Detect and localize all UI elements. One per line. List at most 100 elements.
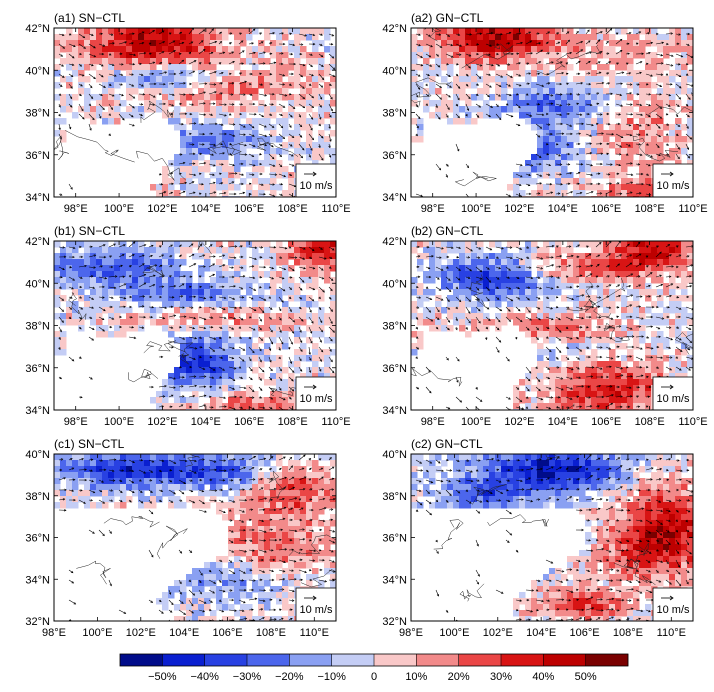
wind-arrow (58, 53, 63, 57)
wind-arrowhead (210, 296, 213, 299)
wind-arrowhead (579, 113, 583, 116)
field-cell (114, 301, 121, 308)
boundary-line (536, 44, 602, 76)
y-tick-label: 42°N (25, 23, 50, 35)
wind-arrowhead (528, 72, 531, 75)
field-cell (663, 136, 670, 143)
wind-arrow (108, 316, 114, 320)
wind-arrowhead (240, 103, 244, 106)
field-cell (276, 76, 283, 83)
wind-arrow (138, 31, 145, 35)
field-cell (174, 397, 181, 404)
field-cell (519, 178, 526, 185)
field-cell (246, 313, 253, 320)
field-cell (144, 28, 151, 35)
field-cell (198, 142, 205, 149)
wind-arrowhead (469, 33, 473, 36)
wind-arrowhead (70, 187, 73, 190)
anomaly-field (54, 241, 336, 410)
field-cell (639, 166, 646, 173)
field-cell (156, 397, 163, 404)
wind-arrowhead (539, 162, 542, 166)
field-cell (216, 301, 223, 308)
field-cell (126, 34, 133, 41)
wind-arrowhead (238, 326, 242, 329)
field-cell (471, 46, 478, 53)
field-cell (168, 118, 175, 125)
field-cell (198, 76, 205, 83)
wind-arrowhead (550, 94, 554, 97)
field-cell (330, 307, 336, 314)
field-cell (627, 58, 634, 65)
field-cell (234, 124, 241, 131)
wind-arrow (585, 173, 593, 176)
wind-arrowhead (330, 288, 333, 292)
field-cell (657, 148, 664, 155)
field-cell (156, 40, 163, 47)
wind-arrowhead (415, 104, 418, 108)
field-cell (102, 76, 109, 83)
wind-arrowhead (223, 191, 227, 195)
wind-arrowhead (129, 305, 133, 309)
wind-arrow (318, 133, 324, 139)
field-cell (579, 148, 586, 155)
field-cell (216, 379, 223, 386)
field-cell (210, 82, 217, 89)
field-cell (156, 34, 163, 41)
wind-arrowhead (550, 102, 554, 105)
field-cell (96, 271, 103, 278)
wind-arrowhead (607, 173, 611, 176)
wind-arrow (545, 192, 553, 195)
field-cell (519, 166, 526, 173)
wind-arrowhead (280, 113, 283, 116)
field-cell (132, 241, 139, 248)
wind-arrow (415, 83, 421, 90)
field-cell (483, 82, 490, 89)
boundary-line (648, 92, 693, 115)
field-cell (180, 172, 187, 179)
field-cell (300, 331, 307, 338)
wind-arrow (308, 103, 314, 108)
wind-arrowhead (318, 145, 321, 149)
field-cell (60, 313, 67, 320)
field-cell (114, 112, 121, 119)
field-cell (447, 106, 454, 113)
field-cell (204, 160, 211, 167)
field-cell (180, 277, 187, 284)
field-cell (555, 142, 562, 149)
wind-arrow (575, 113, 582, 116)
field-cell (156, 289, 163, 296)
field-cell (246, 34, 253, 41)
field-cell (525, 178, 532, 185)
wind-arrow (625, 173, 633, 176)
field-cell (54, 277, 61, 284)
field-cell (252, 130, 259, 137)
field-cell (108, 283, 115, 290)
field-cell (519, 100, 526, 107)
wind-arrowhead (447, 107, 450, 111)
field-cell (234, 247, 241, 254)
wind-arrowhead (60, 276, 63, 279)
wind-arrow (555, 93, 562, 95)
field-cell (150, 70, 157, 77)
wind-arrowhead (232, 346, 235, 350)
field-cell (675, 130, 682, 137)
field-cell (228, 46, 235, 53)
field-cell (525, 82, 532, 89)
field-cell (270, 253, 277, 260)
wind-arrowhead (172, 40, 176, 43)
field-cell (228, 52, 235, 59)
wind-arrow (268, 183, 275, 185)
field-cell (567, 82, 574, 89)
wind-arrow (178, 59, 184, 65)
wind-arrow (288, 336, 293, 345)
field-cell (312, 46, 319, 53)
wind-arrowhead (606, 40, 609, 44)
wind-arrowhead (219, 172, 222, 175)
field-cell (537, 28, 544, 35)
wind-arrow (98, 316, 105, 321)
wind-arrow (108, 63, 115, 66)
field-cell (204, 349, 211, 356)
wind-arrow (98, 103, 105, 110)
field-cell (96, 295, 103, 302)
